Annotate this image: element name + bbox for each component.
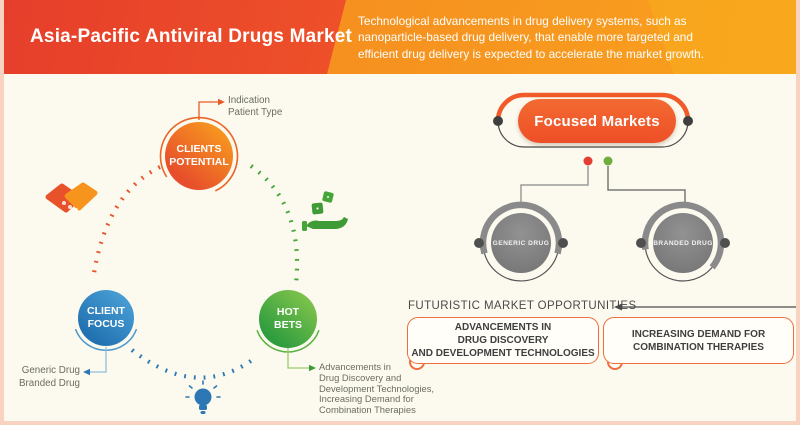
note-client-focus: Generic Drug Branded Drug xyxy=(19,365,80,389)
page-title: Asia-Pacific Antiviral Drugs Market xyxy=(30,26,353,47)
dotted-arc-green xyxy=(249,164,300,285)
node-hot-bets: HOT BETS xyxy=(259,290,317,348)
note-hot-bets: Advancements in Drug Discovery and Devel… xyxy=(319,361,435,416)
ring-generic-dot-left xyxy=(474,238,484,248)
pill-ring-dot-left xyxy=(493,116,503,126)
pill-ring-dot-right xyxy=(683,116,693,126)
lightbulb-icon xyxy=(185,380,221,414)
focused-markets-pill: Focused Markets xyxy=(518,99,676,143)
note-clients-potential: Indication Patient Type xyxy=(228,95,283,118)
connector-generic-branded xyxy=(90,347,107,373)
ring-generic-thick xyxy=(479,201,563,255)
handshake-icon xyxy=(45,182,98,213)
tree-line-right xyxy=(607,166,686,205)
segment-generic-drug: GENERIC DRUG xyxy=(491,213,551,273)
opportunity-box-1: ADVANCEMENTS IN DRUG DISCOVERY AND DEVEL… xyxy=(407,317,599,364)
header-facet xyxy=(648,0,800,74)
ring-generic-dot-right xyxy=(558,238,568,248)
opportunities-heading: FUTURISTIC MARKET OPPORTUNITIES xyxy=(408,300,637,312)
ring-clients-potential xyxy=(159,116,239,192)
node-clients-potential: CLIENTS POTENTIAL xyxy=(165,122,233,190)
arrowhead-indication xyxy=(218,98,225,106)
pill-ring-thick xyxy=(495,92,691,122)
pill-ring-thin xyxy=(497,120,689,148)
dotted-arc-orange xyxy=(90,165,161,281)
node-client-focus: CLIENT FOCUS xyxy=(78,290,134,346)
ring-branded-dot-left xyxy=(636,238,646,248)
arrowhead-hot-bets-note xyxy=(309,364,316,372)
legend-dot-green xyxy=(603,156,613,166)
ring-branded-thick xyxy=(641,201,725,270)
ring-branded-thin xyxy=(645,249,713,282)
header-banner: Asia-Pacific Antiviral Drugs Market Tech… xyxy=(0,0,800,74)
connector-hot-bets-note xyxy=(287,348,309,369)
tree-line-left xyxy=(520,166,589,205)
opportunity-box-2: INCREASING DEMAND FOR COMBINATION THERAP… xyxy=(603,317,794,364)
dotted-arc-blue xyxy=(130,348,257,380)
money-hand-icon xyxy=(302,191,348,231)
ring-branded-dot-right xyxy=(720,238,730,248)
legend-dot-red xyxy=(583,156,593,166)
connector-indication xyxy=(198,101,218,120)
arrowhead-generic-branded xyxy=(83,368,90,376)
header-description: Technological advancements in drug deliv… xyxy=(358,14,705,61)
heading-arrowhead xyxy=(614,303,622,311)
segment-branded-drug: BRANDED DRUG xyxy=(653,213,713,273)
ring-generic-thin xyxy=(483,253,559,282)
